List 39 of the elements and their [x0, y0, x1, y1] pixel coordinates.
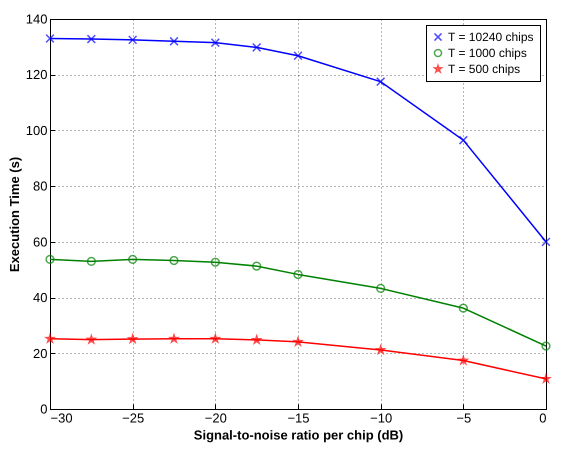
point [45, 254, 55, 264]
point [458, 304, 468, 313]
x-axis-title: Signal-to-noise ratio per chip (dB) [194, 428, 404, 442]
y-tick-label: 40 [33, 290, 48, 306]
point [293, 51, 303, 60]
x-tick-label: −25 [122, 410, 144, 426]
point [128, 254, 138, 264]
point [252, 261, 262, 271]
y-tick-label: 120 [26, 67, 48, 82]
x-tick-label: −30 [50, 410, 73, 426]
x-tick-label: −20 [204, 410, 227, 426]
point [128, 35, 138, 45]
legend-label: T = 500 chips [448, 62, 520, 76]
x-tick-label: −15 [287, 410, 310, 426]
point [210, 258, 220, 267]
x-tick-label: −10 [370, 410, 392, 426]
point [376, 284, 386, 293]
point [293, 270, 303, 280]
y-tick-label: 80 [33, 178, 48, 194]
y-tick-label: 60 [33, 234, 48, 250]
point [541, 237, 551, 246]
point [210, 38, 220, 48]
point [169, 36, 179, 46]
y-tick-label: 20 [33, 346, 48, 361]
y-tick-label: 100 [26, 122, 48, 138]
point [86, 256, 96, 266]
point [45, 34, 55, 44]
point [376, 77, 386, 86]
y-tick-label: 140 [26, 12, 48, 26]
x-tick-label: 0 [539, 410, 546, 426]
y-axis-title: Execution Time (s) [6, 156, 22, 272]
point [252, 42, 262, 52]
point [458, 136, 468, 145]
point [169, 256, 179, 266]
point [541, 341, 551, 351]
point [86, 34, 96, 44]
legend-label: T = 1000 chips [448, 46, 527, 60]
legend-label: T = 10240 chips [448, 30, 534, 44]
x-tick-label: −5 [456, 410, 472, 426]
